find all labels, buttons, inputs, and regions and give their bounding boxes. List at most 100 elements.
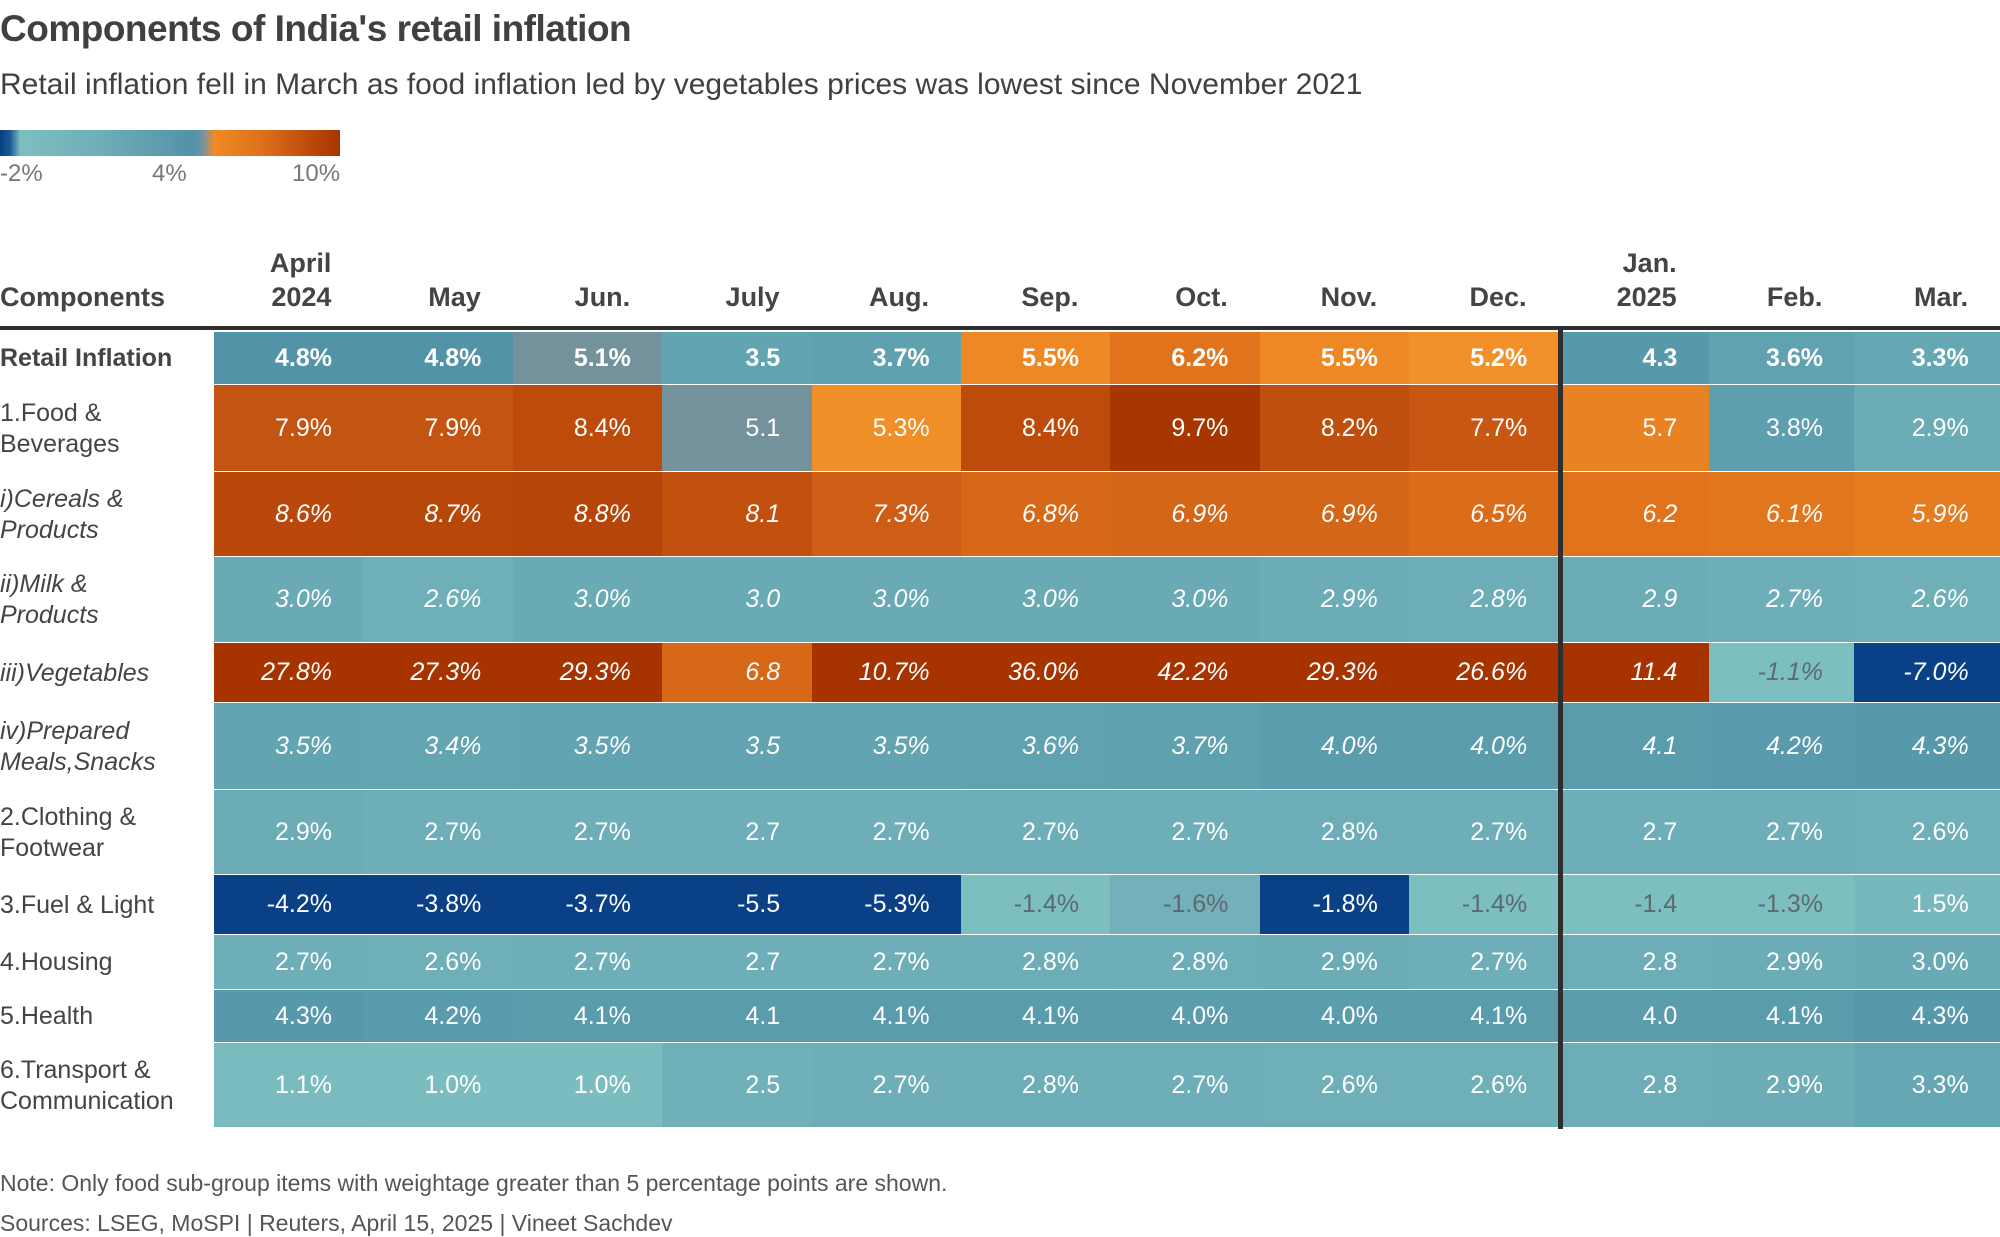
heatmap-cell: 6.2% — [1110, 332, 1261, 384]
heatmap-cell: -3.8% — [363, 875, 514, 934]
column-header: Aug. — [812, 246, 929, 314]
heatmap-cell: 2.9 — [1563, 557, 1710, 642]
heatmap-cell: 3.5% — [512, 703, 663, 789]
heatmap-cell: 3.5% — [811, 703, 962, 789]
row-label: 2.Clothing & Footwear — [0, 790, 136, 875]
heatmap-cell: 3.3% — [1854, 332, 2000, 384]
heatmap-cell: 6.9% — [1259, 472, 1410, 556]
column-header-line: Jun. — [574, 282, 631, 312]
row-label: ii)Milk & Products — [0, 557, 99, 643]
heatmap-cell: 4.3% — [1854, 703, 2000, 789]
row-label: i)Cereals & Products — [0, 472, 124, 557]
heatmap-cell: 2.7 — [662, 935, 813, 989]
column-header: Jun. — [513, 246, 631, 314]
heatmap-cell: 5.7 — [1563, 385, 1710, 471]
heatmap-cell: 4.3% — [214, 990, 364, 1042]
heatmap-cell: 1.0% — [512, 1043, 663, 1127]
heatmap-cell: 3.0% — [1110, 557, 1261, 642]
heatmap-cell: 2.7% — [1409, 935, 1560, 989]
heatmap-cell: 7.9% — [214, 385, 364, 471]
row-label: 4.Housing — [0, 935, 113, 990]
column-header-line: Feb. — [1766, 282, 1823, 312]
column-header-line — [1260, 246, 1377, 280]
row-label-line: ii)Milk & — [0, 570, 88, 598]
heatmap-cell: 2.6% — [363, 557, 514, 642]
heatmap-cell: 2.7% — [214, 935, 364, 989]
column-header-line: Dec. — [1469, 282, 1527, 312]
heatmap-cell: 5.1% — [512, 332, 663, 384]
heatmap-cell: 2.8 — [1563, 1043, 1710, 1127]
column-header: Mar. — [1854, 246, 1968, 314]
heatmap-cell: 1.0% — [363, 1043, 514, 1127]
heatmap-cell: -1.1% — [1708, 643, 1855, 702]
heatmap-cell: 4.0% — [1110, 990, 1261, 1042]
heatmap-cell: 4.0% — [1259, 703, 1410, 789]
column-header-line — [662, 246, 779, 280]
heatmap-cell: 2.7% — [512, 790, 663, 874]
heatmap-cell: 26.6% — [1409, 643, 1560, 702]
row-label: Retail Inflation — [0, 332, 172, 385]
heatmap-cell: 27.3% — [363, 643, 514, 702]
row-label-line: Meals,Snacks — [0, 747, 156, 776]
heatmap-cell: -1.4% — [1409, 875, 1560, 934]
heatmap-cell: 4.1% — [811, 990, 962, 1042]
heatmap-cell: 2.7 — [1563, 790, 1710, 874]
heatmap-cell: 3.4% — [363, 703, 514, 789]
heatmap-cell: 8.2% — [1259, 385, 1410, 471]
column-header-line: Mar. — [1914, 282, 1969, 312]
heatmap-cell: 4.1 — [662, 990, 813, 1042]
heatmap-cell: 2.9% — [1259, 935, 1410, 989]
heatmap-cell: 2.8% — [1110, 935, 1261, 989]
heatmap-cell: 2.8% — [961, 1043, 1111, 1127]
heatmap-cell: 3.7% — [811, 332, 962, 384]
heatmap-cell: 3.5% — [214, 703, 364, 789]
heatmap-cell: 2.8 — [1563, 935, 1710, 989]
row-label-line: iii)Vegetables — [0, 658, 150, 687]
heatmap-cell: 2.7% — [1110, 790, 1261, 874]
heatmap-cell: -5.3% — [811, 875, 962, 934]
heatmap-cell: 2.7% — [512, 935, 663, 989]
row-label: 5.Health — [0, 990, 93, 1043]
column-header: July — [662, 246, 780, 314]
heatmap-cell: 6.8 — [662, 643, 813, 702]
column-header-line: Sep. — [1021, 282, 1079, 312]
column-header-line — [961, 246, 1078, 280]
heatmap-cell: 6.9% — [1110, 472, 1261, 556]
column-header-line: Aug. — [868, 282, 929, 312]
heatmap-cell: 2.9% — [1708, 935, 1855, 989]
heatmap-cell: 2.7% — [1110, 1043, 1261, 1127]
heatmap-cell: 5.9% — [1854, 472, 2000, 556]
heatmap-cell: 2.7% — [811, 790, 962, 874]
row-label-line: iv)Prepared — [0, 716, 130, 745]
heatmap-cell: -1.4% — [961, 875, 1111, 934]
column-header-line: Oct. — [1175, 282, 1228, 312]
heatmap-cell: 6.5% — [1409, 472, 1560, 556]
row-label-line: Communication — [0, 1086, 174, 1115]
heatmap-cell: 5.5% — [1259, 332, 1410, 384]
heatmap-cell: 10.7% — [811, 643, 962, 702]
heatmap-cell: 5.5% — [961, 332, 1111, 384]
column-header: Jan. 2025 — [1563, 246, 1677, 314]
heatmap-cell: 2.6% — [1854, 790, 2000, 874]
column-header-line — [363, 246, 480, 280]
heatmap-cell: 4.1% — [961, 990, 1111, 1042]
column-header-line — [1709, 246, 1823, 280]
row-label-line: 6.Transport & — [0, 1055, 151, 1084]
row-label-line: i)Cereals & — [0, 484, 124, 513]
column-header-line: 2024 — [271, 282, 332, 312]
heatmap-cell: 4.1 — [1563, 703, 1710, 789]
heatmap-cell: 2.9% — [1259, 557, 1410, 642]
heatmap-cell: 3.8% — [1708, 385, 1855, 471]
heatmap-cell: 4.2% — [363, 990, 514, 1042]
heatmap-cell: 7.9% — [363, 385, 514, 471]
heatmap-cell: 8.1 — [662, 472, 813, 556]
heatmap-cell: 4.1% — [1409, 990, 1560, 1042]
heatmap-cell: 2.7% — [1409, 790, 1560, 874]
heatmap-cell: 4.1% — [512, 990, 663, 1042]
heatmap-cell: 2.6% — [363, 935, 514, 989]
row-label-line: Footwear — [0, 833, 105, 862]
column-header-line — [513, 246, 630, 280]
heatmap-cell: 7.7% — [1409, 385, 1560, 471]
heatmap-cell: -7.0% — [1854, 643, 2000, 702]
heatmap-cell: 4.3 — [1563, 332, 1710, 384]
